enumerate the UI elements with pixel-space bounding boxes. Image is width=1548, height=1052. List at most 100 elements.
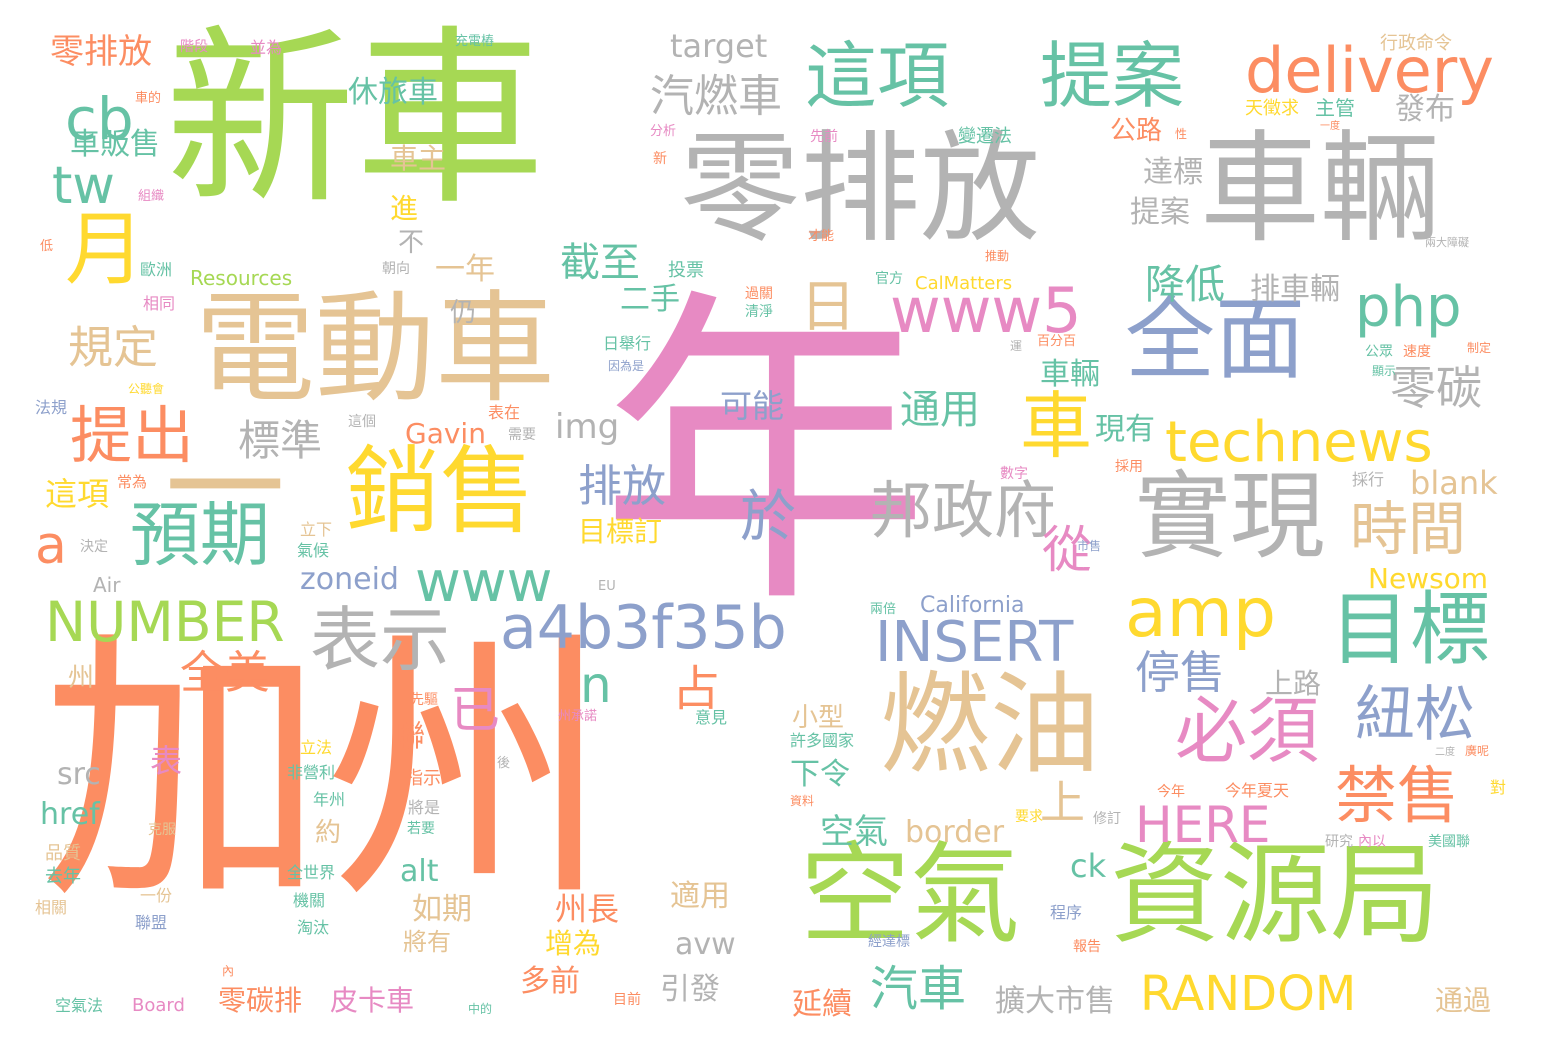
cloud-word: 標準: [238, 416, 323, 465]
cloud-word: 休旅車: [348, 75, 438, 110]
cloud-word: 可能: [720, 387, 785, 425]
cloud-word: 多前: [520, 964, 580, 999]
cloud-word: 採用: [1115, 459, 1143, 475]
cloud-word: 提出: [70, 399, 195, 472]
cloud-word: 州長: [555, 890, 620, 928]
cloud-word: 品質: [45, 843, 81, 864]
cloud-word: 氣候: [297, 541, 330, 560]
cloud-word: 非營利: [287, 763, 336, 782]
cloud-word: 汽燃車: [650, 71, 782, 122]
cloud-word: 實現: [1135, 462, 1326, 572]
cloud-word: border: [905, 815, 1005, 850]
cloud-word: 現有: [1095, 412, 1155, 447]
cloud-word: 不: [398, 228, 425, 258]
cloud-word: 聯: [395, 719, 425, 754]
cloud-word: 克服: [148, 822, 176, 838]
cloud-word: 日舉行: [603, 334, 652, 353]
cloud-word: 兩大障礙: [1425, 236, 1469, 249]
cloud-word: 修訂: [1093, 811, 1121, 827]
cloud-word: 市售: [1077, 539, 1102, 553]
cloud-word: 決定: [80, 539, 108, 555]
cloud-word: 從: [1042, 521, 1092, 579]
cloud-word: 若要: [407, 821, 435, 837]
cloud-word: Air: [93, 573, 121, 597]
cloud-word: 必須: [1175, 689, 1320, 773]
cloud-word: 州承諾: [558, 709, 598, 724]
cloud-word: delivery: [1245, 34, 1494, 107]
cloud-word: 提案: [1130, 195, 1190, 230]
cloud-word: 零碳: [1390, 361, 1482, 415]
cloud-word: 廣呢: [1465, 744, 1490, 758]
cloud-word: tw: [52, 156, 115, 216]
cloud-word: 排放: [578, 461, 666, 512]
cloud-word: RANDOM: [1140, 966, 1357, 1022]
cloud-word: 先前: [810, 129, 838, 145]
cloud-word: www: [415, 550, 553, 615]
cloud-word: 通過: [1435, 984, 1492, 1017]
cloud-word: 邦政府: [870, 474, 1057, 547]
cloud-word: 內以: [1358, 834, 1386, 850]
cloud-word: 年州: [313, 790, 346, 809]
cloud-word: img: [555, 407, 620, 447]
cloud-word: 車輛: [1200, 120, 1440, 259]
cloud-word: 立下: [300, 520, 333, 539]
cloud-word: 經達標: [868, 934, 910, 950]
cloud-word: 許多國家: [790, 731, 855, 750]
cloud-word: 紐松: [1355, 680, 1475, 750]
cloud-word: California: [920, 593, 1025, 618]
cloud-word: 已: [450, 681, 500, 739]
cloud-word: 目標: [1330, 583, 1490, 676]
cloud-word: 今年夏天: [1225, 781, 1290, 800]
cloud-word: alt: [400, 854, 439, 889]
cloud-word: 變遷法: [958, 126, 1012, 147]
cloud-word: technews: [1165, 410, 1433, 475]
cloud-word: 一: [165, 420, 285, 559]
cloud-word: 朝向: [382, 261, 410, 277]
cloud-word: 組織: [138, 189, 165, 204]
cloud-word: 過關: [745, 286, 773, 302]
cloud-word: 目前: [613, 992, 641, 1008]
cloud-word: zoneid: [300, 562, 399, 597]
cloud-word: 顯示: [1372, 364, 1397, 378]
cloud-word: 電動車: [195, 280, 555, 419]
cloud-word: 排車輛: [1250, 272, 1340, 307]
cloud-word: 延續: [792, 987, 852, 1022]
cloud-word: 規定: [68, 321, 159, 374]
cloud-word: 全面: [1125, 287, 1305, 392]
cloud-word: 皮卡車: [330, 984, 415, 1017]
cloud-word: 約: [315, 818, 342, 848]
cloud-word: 提案: [1040, 34, 1185, 118]
cloud-word: 採行: [1352, 470, 1385, 489]
cloud-word: 仍: [450, 298, 477, 328]
cloud-word: 行政命令: [1380, 33, 1452, 54]
cloud-word: 年: [600, 263, 930, 647]
cloud-word: 因為是: [608, 359, 645, 373]
cloud-word: Newsom: [1368, 562, 1489, 595]
cloud-word: 先驅: [410, 692, 438, 708]
cloud-word: 將有: [403, 928, 451, 956]
cloud-word: 車輛: [1040, 357, 1100, 392]
cloud-word: 研究: [1325, 834, 1353, 850]
cloud-word: 占: [672, 661, 721, 717]
cloud-word: amp: [1125, 574, 1277, 653]
cloud-word: 公眾: [1365, 344, 1393, 360]
cloud-word: 通用: [900, 387, 980, 433]
cloud-word: 立法: [300, 738, 333, 757]
cloud-word: 對: [1490, 778, 1507, 797]
cloud-word: avw: [675, 927, 736, 962]
cloud-word: 美國聯: [1428, 834, 1470, 850]
cloud-word: href: [40, 797, 100, 832]
cloud-word: 今年: [1157, 784, 1185, 800]
cloud-word: 機關: [293, 891, 326, 910]
cloud-word: ck: [1070, 847, 1107, 885]
cloud-word: 車販售: [70, 127, 160, 162]
cloud-word: 相同: [143, 294, 176, 313]
cloud-word: 空氣: [820, 812, 888, 852]
cloud-word: www5: [890, 274, 1082, 347]
cloud-word: 於: [740, 485, 796, 550]
cloud-word: 零碳排: [218, 984, 303, 1017]
cloud-word: 引發: [660, 972, 720, 1007]
cloud-word: 常為: [117, 473, 148, 491]
cloud-word: 適用: [670, 879, 730, 914]
